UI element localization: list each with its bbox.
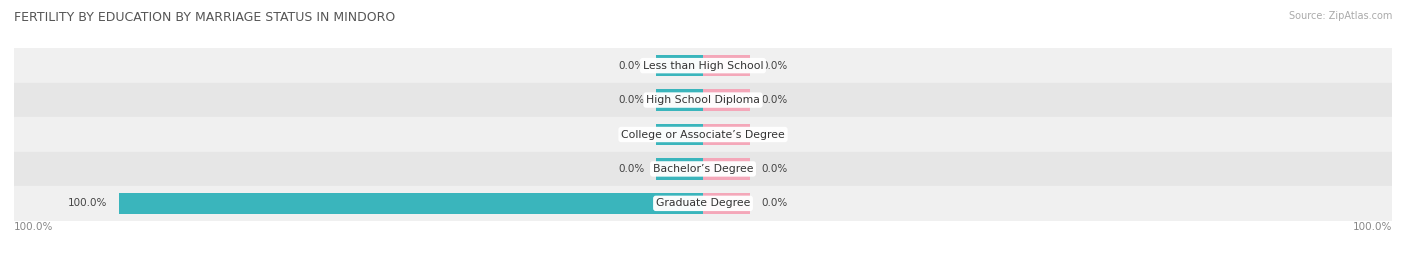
Text: 0.0%: 0.0% bbox=[762, 61, 787, 71]
Text: 0.0%: 0.0% bbox=[762, 164, 787, 174]
Bar bbox=[14, 48, 1392, 83]
Text: 100.0%: 100.0% bbox=[14, 222, 53, 232]
Text: 0.0%: 0.0% bbox=[762, 129, 787, 140]
Bar bbox=[703, 55, 749, 76]
Bar bbox=[657, 55, 703, 76]
Bar bbox=[703, 124, 749, 145]
Text: 0.0%: 0.0% bbox=[762, 198, 787, 208]
Text: Bachelor’s Degree: Bachelor’s Degree bbox=[652, 164, 754, 174]
Text: 0.0%: 0.0% bbox=[762, 95, 787, 105]
Text: 0.0%: 0.0% bbox=[619, 95, 644, 105]
Bar bbox=[14, 152, 1392, 186]
Bar bbox=[14, 117, 1392, 152]
Text: 100.0%: 100.0% bbox=[67, 198, 107, 208]
Bar bbox=[657, 158, 703, 180]
Bar bbox=[703, 193, 749, 214]
Text: College or Associate’s Degree: College or Associate’s Degree bbox=[621, 129, 785, 140]
Text: 0.0%: 0.0% bbox=[619, 129, 644, 140]
Text: 0.0%: 0.0% bbox=[619, 164, 644, 174]
Bar bbox=[657, 124, 703, 145]
Text: 100.0%: 100.0% bbox=[1353, 222, 1392, 232]
Bar bbox=[120, 193, 703, 214]
Text: 0.0%: 0.0% bbox=[619, 61, 644, 71]
Text: Graduate Degree: Graduate Degree bbox=[655, 198, 751, 208]
Bar bbox=[14, 186, 1392, 221]
Bar bbox=[703, 89, 749, 111]
Bar bbox=[657, 89, 703, 111]
Bar bbox=[703, 158, 749, 180]
Text: High School Diploma: High School Diploma bbox=[647, 95, 759, 105]
Text: Source: ZipAtlas.com: Source: ZipAtlas.com bbox=[1288, 11, 1392, 21]
Text: FERTILITY BY EDUCATION BY MARRIAGE STATUS IN MINDORO: FERTILITY BY EDUCATION BY MARRIAGE STATU… bbox=[14, 11, 395, 24]
Bar bbox=[14, 83, 1392, 117]
Text: Less than High School: Less than High School bbox=[643, 61, 763, 71]
